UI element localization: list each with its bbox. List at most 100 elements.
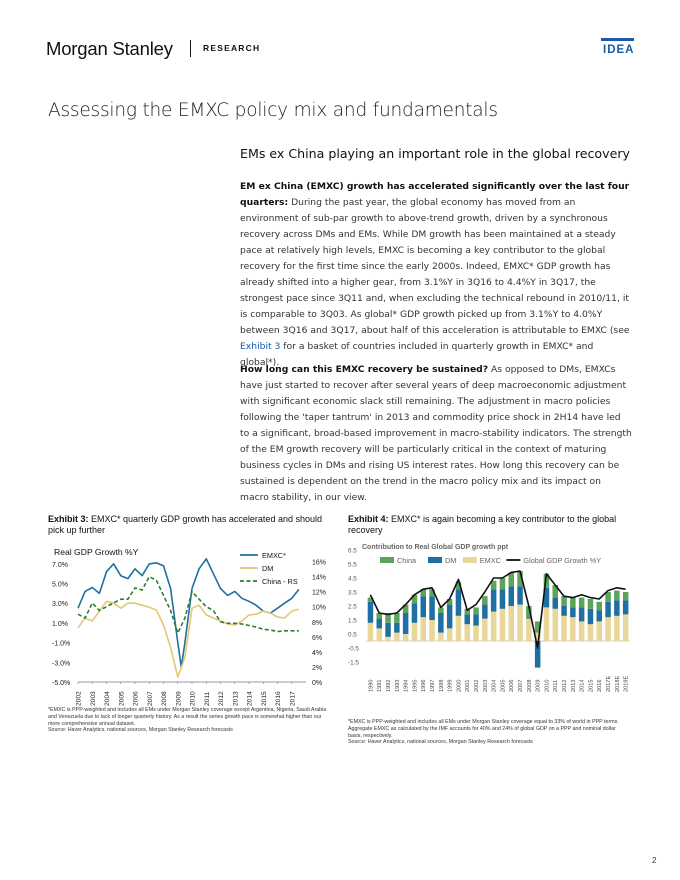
y-left-tick-label: -1.0% [52, 641, 70, 648]
bar-segment-emxc [420, 617, 426, 641]
x-tick-label: 2011 [204, 691, 211, 706]
bar-segment-emxc [622, 614, 629, 641]
x-tick-label: 1996 [421, 680, 427, 692]
bar-segment-china [534, 621, 541, 633]
x-tick-label: 2005 [500, 680, 506, 692]
y-right-tick-label: 0% [312, 680, 322, 687]
header-divider [190, 40, 191, 57]
x-tick-label: 1990 [368, 680, 374, 692]
bar-segment-dm [614, 600, 620, 616]
bar-segment-emxc [596, 621, 602, 641]
bar-segment-china [411, 594, 418, 604]
bar-segment-china [446, 599, 453, 605]
y-tick-label: 3.5 [348, 590, 357, 597]
bar-segment-emxc [570, 617, 576, 641]
bar-segment-china [464, 608, 470, 615]
bar-segment-dm [429, 596, 435, 620]
x-tick-label: 1997 [430, 680, 436, 692]
series-line-emxc [77, 558, 300, 668]
x-tick-label: 2008 [161, 691, 168, 706]
x-tick-label: 2007 [147, 691, 154, 706]
bar-segment-emxc [402, 634, 409, 641]
y-left-tick-label: 5.0% [52, 582, 68, 589]
x-tick-label: 2009 [536, 680, 542, 692]
bar-segment-dm [367, 601, 374, 623]
y-left-tick-label: 7.0% [52, 562, 68, 569]
y-tick-label: 6.5 [348, 548, 357, 555]
bar-segment-dm [561, 606, 567, 616]
bar-segment-china [622, 592, 629, 601]
bar-segment-dm [570, 607, 576, 618]
bar-segment-dm [420, 596, 426, 618]
bar-segment-dm [473, 614, 479, 626]
series-line-dm [77, 600, 300, 678]
bar-segment-dm [543, 587, 550, 608]
paragraph-text: As opposed to DMs, EMXCs have just start… [240, 364, 632, 503]
bar-segment-emxc [438, 632, 444, 641]
x-tick-label: 2005 [118, 691, 125, 706]
y-tick-label: 2.5 [348, 604, 357, 611]
y-tick-label: 4.5 [348, 576, 357, 583]
x-tick-label: 2011 [553, 680, 559, 692]
bar-segment-emxc [614, 615, 620, 641]
bar-segment-china [605, 592, 611, 602]
bar-segment-dm [508, 586, 514, 606]
bar-segment-china [578, 597, 585, 608]
y-right-tick-label: 4% [312, 650, 322, 657]
bar-segment-dm [446, 604, 453, 629]
exhibit3-footnote: *EMXC is PPP-weighted and includes all E… [48, 707, 327, 727]
x-tick-label: 2006 [133, 691, 140, 706]
x-tick-label: 2016 [275, 691, 282, 706]
legend-label: DM [445, 556, 456, 565]
x-tick-label: 2017E [606, 676, 612, 692]
exhibit3-chart: Real GDP Growth %Y 7.0% 5.0% 3.0% 1.0% -1.0% -… [52, 547, 326, 706]
chart-title: Contribution to Real Global GDP growth p… [362, 544, 509, 551]
x-tick-label: 1993 [395, 680, 401, 692]
bar-segment-emxc [605, 617, 611, 641]
bar-segment-emxc [429, 620, 435, 641]
bar-segment-dm [517, 586, 523, 605]
x-tick-label: 2001 [465, 680, 471, 692]
exhibit3-link[interactable]: Exhibit 3 [240, 341, 281, 352]
bar-segment-dm [394, 622, 400, 633]
x-tick-label: 2002 [76, 691, 83, 706]
bar-segment-china [482, 596, 488, 605]
x-tick-label: 2012 [218, 691, 225, 706]
x-tick-label: 2015 [261, 691, 268, 706]
x-tick-label: 2000 [456, 680, 462, 692]
x-tick-label: 1999 [448, 680, 454, 692]
bar-segment-emxc [411, 622, 418, 641]
x-tick-label: 2007 [518, 680, 524, 692]
bar-segment-dm [587, 608, 594, 625]
bar-segment-dm [526, 617, 532, 619]
exhibit4-label: Exhibit 4: [348, 514, 389, 524]
exhibit4-source: Source: Haver Analytics, national source… [348, 739, 533, 745]
x-tick-label: 1991 [377, 680, 383, 692]
bar-segment-emxc [367, 622, 374, 641]
x-tick-label: 2008 [527, 680, 533, 692]
y-right-tick-label: 14% [312, 575, 326, 582]
paragraph-text: During the past year, the global economy… [240, 197, 630, 336]
y-tick-label: 0.5 [348, 632, 357, 639]
bar-segment-emxc [499, 608, 506, 641]
series-line-china-rs [77, 575, 299, 634]
bar-segment-emxc [455, 615, 462, 641]
chart-title: Real GDP Growth %Y [54, 547, 139, 557]
bar-segment-china [438, 607, 444, 613]
bar-segment-emxc [508, 606, 514, 641]
x-tick-label: 1995 [412, 680, 418, 692]
bar-segment-emxc [517, 604, 523, 641]
y-right-tick-label: 2% [312, 665, 322, 672]
x-tick-label: 2004 [104, 691, 111, 706]
y-left-tick-label: 3.0% [52, 601, 68, 608]
bar-segment-emxc [464, 624, 470, 641]
legend-label: China [397, 556, 417, 565]
x-tick-label: 2002 [474, 680, 480, 692]
x-tick-label: 1998 [439, 680, 445, 692]
section-title: EMs ex China playing an important role i… [240, 146, 630, 161]
series-line-global-gdp-growth [369, 570, 626, 649]
bar-segment-emxc [526, 618, 532, 641]
x-tick-label: 2014 [580, 680, 586, 692]
y-tick-label: -0.5 [348, 646, 359, 653]
bar-segment-dm [499, 589, 506, 609]
